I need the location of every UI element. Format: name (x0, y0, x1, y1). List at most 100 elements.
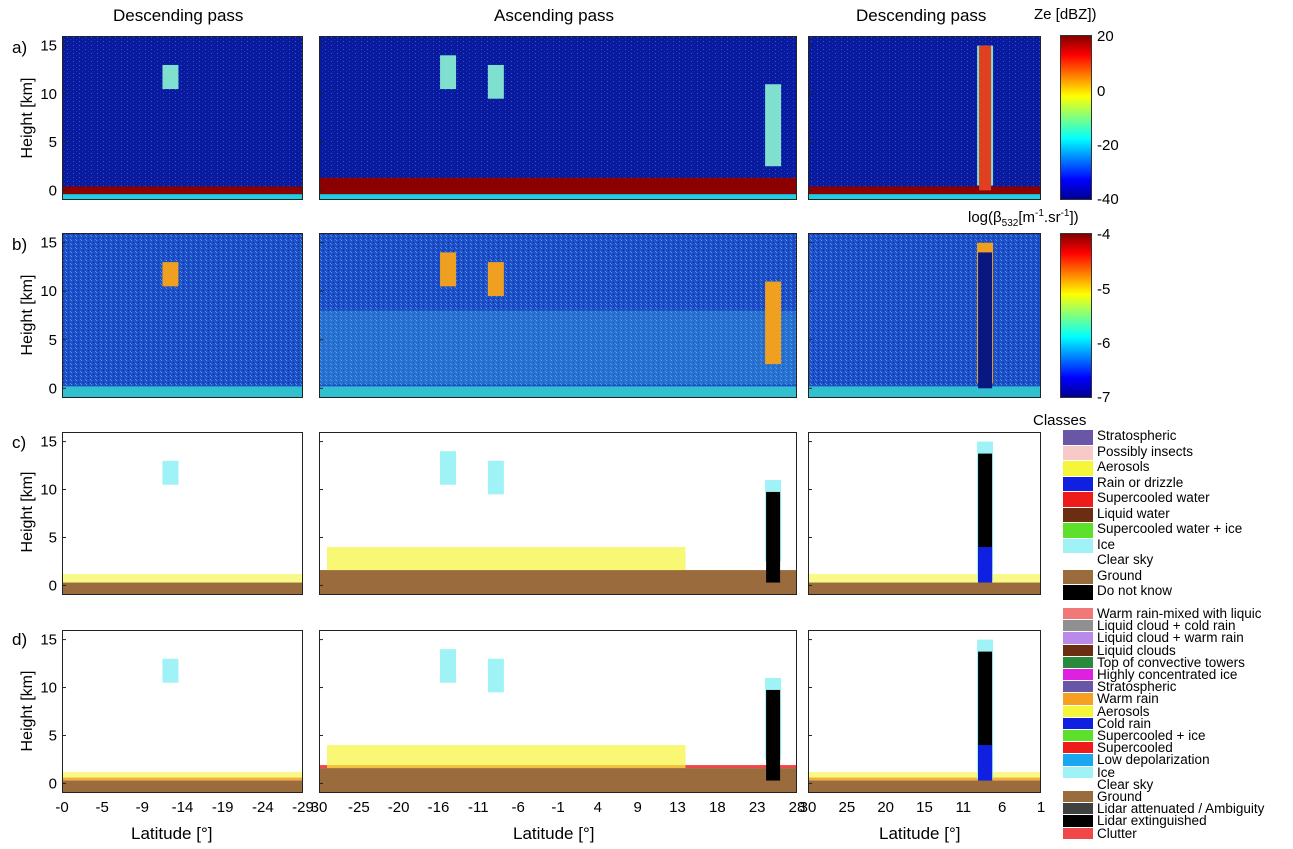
panel-letter-d: d) (12, 630, 28, 649)
ytick-label: 0 (49, 182, 57, 199)
ground-band (62, 186, 303, 195)
legend-swatch (1063, 538, 1093, 553)
pass-title-middle: Ascending pass (494, 6, 615, 25)
legend-swatch (1063, 803, 1093, 815)
legend-swatch (1063, 644, 1093, 656)
legend-label: Ice (1097, 536, 1116, 552)
ground-band (808, 780, 1041, 793)
legend-swatch (1063, 656, 1093, 668)
xtick-label: -0 (55, 799, 68, 816)
colorbar-b-tick-1: -5 (1097, 281, 1111, 298)
legend-swatch (1063, 445, 1093, 460)
cloud-feature (162, 658, 179, 683)
legend-swatch (1063, 569, 1093, 584)
legend-label: Clear sky (1097, 776, 1154, 792)
xlabel-middle: Latitude [°] (513, 824, 595, 843)
panel-d-left (62, 630, 303, 793)
legend-swatch (1063, 681, 1093, 693)
legend-swatch (1063, 754, 1093, 766)
panel-frame (319, 432, 797, 595)
convective-column (766, 689, 781, 781)
attenuated-column (978, 252, 993, 389)
legend-label: Supercooled water + ice (1097, 521, 1243, 536)
cloud-feature (440, 55, 457, 90)
ground-band (808, 582, 1041, 595)
colorbar-a-tick-0: 20 (1097, 28, 1114, 45)
cloud-feature (487, 658, 504, 693)
xlabel-left: Latitude [°] (131, 824, 213, 843)
xlabel-right: Latitude [°] (879, 824, 961, 843)
legend-label: Lidar attenuated / Ambiguity (1097, 801, 1265, 817)
legend-label: Rain or drizzle (1097, 474, 1184, 490)
cloud-feature (487, 64, 504, 99)
ground-band (62, 780, 303, 793)
surface-band (62, 386, 303, 398)
xtick-label: -1 (551, 799, 564, 816)
ytick-label: 0 (49, 775, 57, 792)
panel-b-right (808, 233, 1041, 398)
xtick-label: -16 (428, 799, 450, 816)
legend-label: Supercooled water (1097, 490, 1210, 505)
legend-swatch (1063, 669, 1093, 681)
panel-background (62, 233, 303, 398)
xtick-label: 15 (916, 799, 933, 816)
xtick-label: -25 (348, 799, 370, 816)
ytick-label: 5 (49, 332, 57, 349)
xtick-label: 30 (311, 799, 328, 816)
panel-frame (808, 233, 1041, 398)
convective-column (766, 491, 781, 583)
panel-a-left (62, 36, 303, 200)
colorbar-b-tick-0: -4 (1097, 226, 1111, 243)
legend-label: Cold rain (1097, 715, 1152, 731)
legend-label: Supercooled + ice (1097, 728, 1206, 743)
pass-title-left: Descending pass (113, 6, 244, 25)
panel-background (62, 432, 303, 595)
colorbar-a-tick-3: -40 (1097, 191, 1119, 208)
legend-swatch (1063, 730, 1093, 742)
ytick-label: 5 (49, 727, 57, 744)
panel-letter-b: b) (12, 235, 28, 254)
ground-band (319, 570, 797, 595)
xtick-label: -24 (252, 799, 274, 816)
panel-a-middle (319, 36, 797, 200)
aerosol-layer (319, 310, 797, 385)
xtick-label: -6 (511, 799, 524, 816)
legend-swatch (1063, 778, 1093, 790)
cloud-feature (162, 460, 179, 485)
xtick-label: 28 (789, 799, 806, 816)
panel-b-left (62, 233, 303, 398)
surface-band (808, 386, 1041, 398)
legend-swatch (1063, 430, 1093, 445)
xtick-label: 18 (709, 799, 726, 816)
colorbar-a-tick-2: -20 (1097, 137, 1119, 154)
legend-label: Clear sky (1097, 552, 1154, 567)
legend-d: Warm rain-mixed with liquic Liquid cloud … (1063, 607, 1293, 847)
cloud-feature (765, 84, 782, 167)
panel-background (319, 36, 797, 200)
legend-swatch (1063, 523, 1093, 538)
legend-label: Liquid cloud + warm rain (1097, 630, 1244, 646)
colorbar-b-tick-3: -7 (1097, 389, 1111, 406)
legend-label: Warm rain (1097, 691, 1159, 707)
rain-column (978, 745, 993, 781)
ytick-label: 0 (49, 380, 57, 397)
colorbar-title-b: log(β532[m-1.sr-1]) (968, 208, 1079, 229)
rain-column (978, 547, 993, 583)
xtick-label: -29 (292, 799, 314, 816)
ground-band (319, 177, 797, 195)
legend-label: Ice (1097, 764, 1116, 780)
ytick-label: 15 (40, 235, 57, 252)
panel-frame (319, 233, 797, 398)
legend-label: Warm rain-mixed with liquic (1097, 606, 1262, 621)
surface-band (319, 386, 797, 398)
legend-c: Stratospheric Possibly insects Aerosols Rai… (1063, 428, 1293, 600)
xtick-label: 20 (877, 799, 894, 816)
cloud-feature (487, 460, 504, 495)
colorbar-b-tick-2: -6 (1097, 335, 1111, 352)
legend-label: Stratospheric (1097, 428, 1177, 443)
surface-band (62, 194, 303, 200)
panel-frame (62, 630, 303, 793)
xtick-label: -5 (95, 799, 108, 816)
pass-title-right: Descending pass (856, 6, 987, 25)
ground-band (319, 768, 797, 793)
